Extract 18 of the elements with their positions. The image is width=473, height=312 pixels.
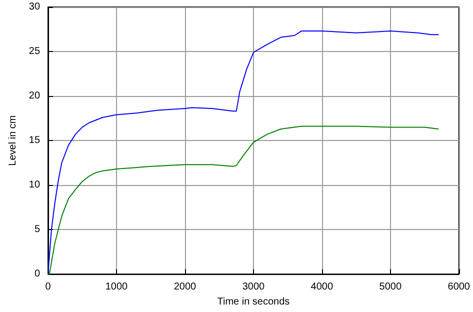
line-series xyxy=(48,30,439,275)
x-tick-label: 4000 xyxy=(310,282,334,293)
x-tick-label: 6000 xyxy=(448,282,470,293)
x-tick-label: 1000 xyxy=(105,282,128,293)
y-tick-label: 25 xyxy=(28,46,40,58)
x-tick-label: 0 xyxy=(45,282,52,293)
y-axis-title: Level in cm xyxy=(8,115,18,166)
x-tick-label: 3000 xyxy=(242,282,266,293)
y-tick-label: 5 xyxy=(34,224,40,236)
x-axis-title: Time in seconds xyxy=(217,296,290,308)
y-tick-label: 15 xyxy=(28,135,40,146)
line-series xyxy=(48,126,439,275)
y-tick-label: 30 xyxy=(28,2,40,12)
x-tick-label: 5000 xyxy=(379,282,402,293)
y-tick-label: 10 xyxy=(28,180,40,191)
x-tick-label: 2000 xyxy=(174,282,197,293)
y-tick-label: 0 xyxy=(34,268,40,280)
y-tick-label: 20 xyxy=(28,90,40,102)
